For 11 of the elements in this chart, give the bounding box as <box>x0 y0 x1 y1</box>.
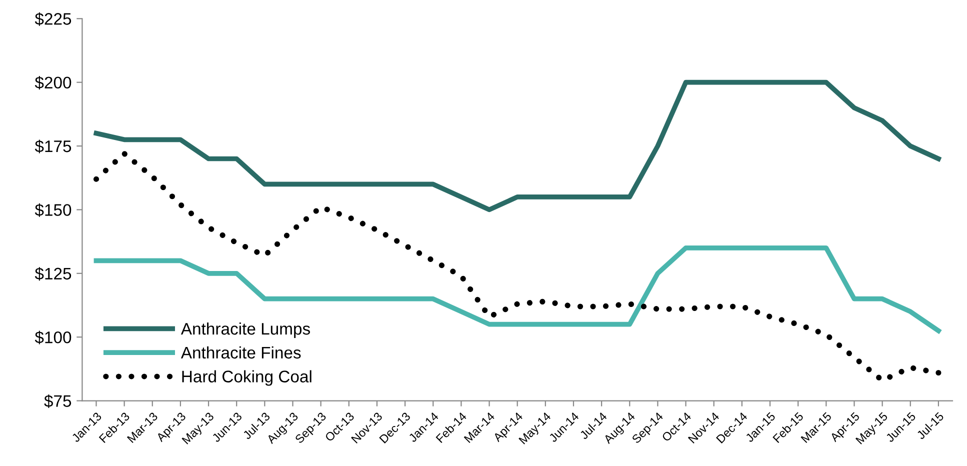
legend-label: Hard Coking Coal <box>182 370 312 386</box>
y-tick-label: $75 <box>44 394 72 408</box>
y-tick-label: $125 <box>34 267 72 281</box>
y-tick-label: $100 <box>34 330 72 344</box>
y-tick-label: $200 <box>34 76 72 90</box>
legend-label: Anthracite Fines <box>180 346 301 359</box>
line-series <box>94 80 941 212</box>
y-tick-label: $175 <box>34 140 72 154</box>
legend-label: Anthracite Lumps <box>180 322 310 338</box>
y-tick-label: $150 <box>34 203 72 217</box>
y-tick-label: $225 <box>34 12 72 26</box>
